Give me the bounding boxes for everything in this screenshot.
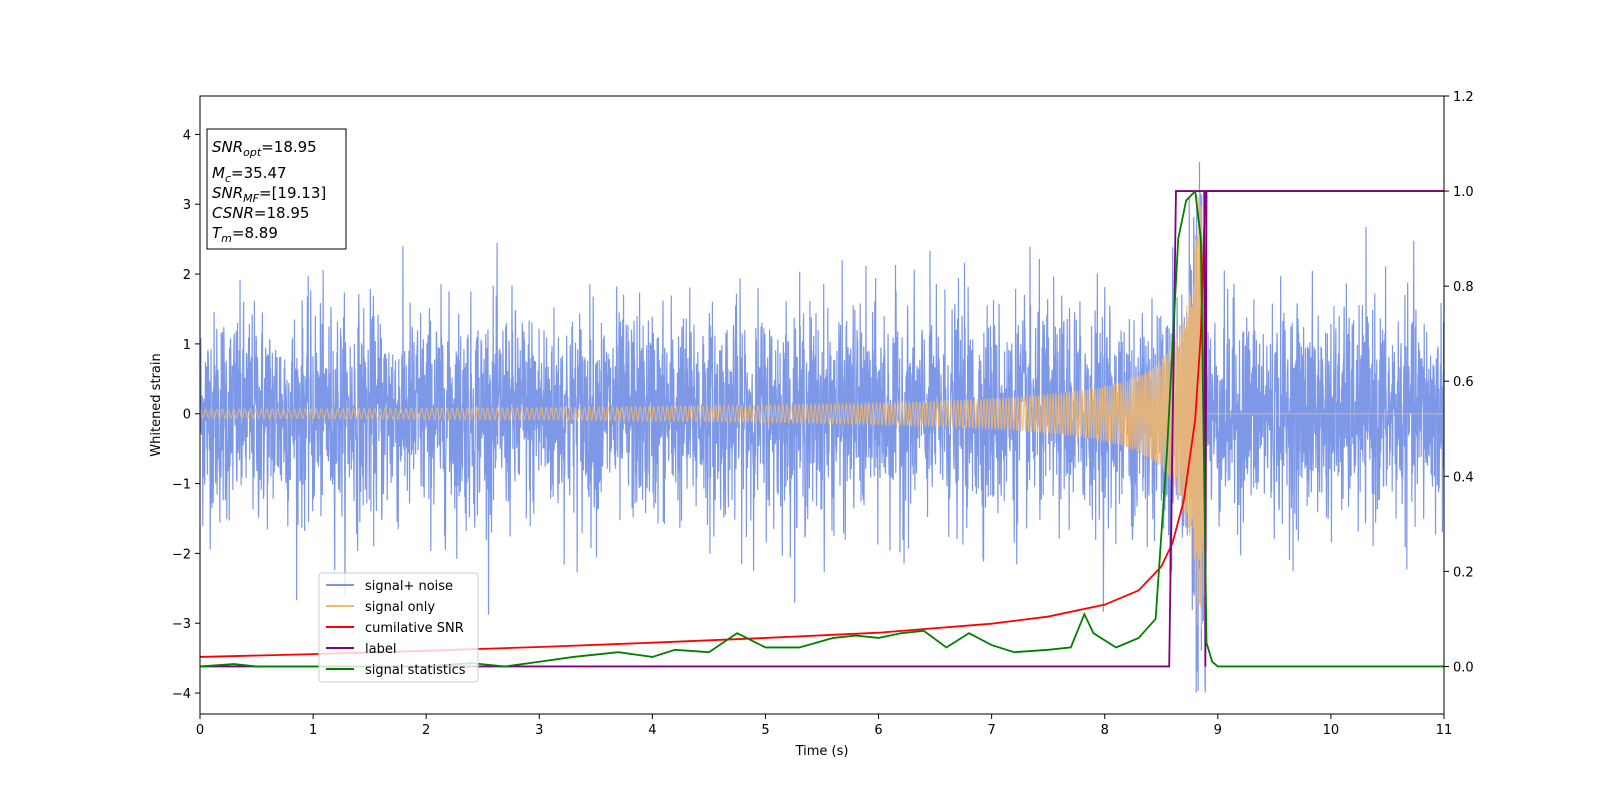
y2-tick-label: 0.6 — [1453, 375, 1474, 390]
y-tick-label: −2 — [172, 547, 191, 562]
y2-tick-label: 0.0 — [1453, 660, 1474, 675]
info-tm-value: =8.89 — [232, 224, 278, 242]
legend-label-signal-noise: signal+ noise — [365, 579, 453, 594]
x-axis-label: Time (s) — [795, 744, 849, 759]
series-cumilative-snr-line — [200, 190, 1444, 658]
series-label-line — [200, 190, 1444, 668]
y-tick-label: −3 — [172, 617, 191, 632]
y2-tick-label: 1.0 — [1453, 185, 1474, 200]
series-signal-statistics-line — [200, 189, 1444, 668]
x-tick-label: 7 — [987, 723, 995, 738]
info-snr-opt-symbol: SNR — [212, 138, 243, 156]
x-tick-label: 0 — [196, 723, 204, 738]
axes-frame — [199, 95, 1445, 715]
info-mc: Mc=35.47 — [212, 164, 287, 185]
legend-entry-cumilative-snr: cumilative SNR — [326, 621, 464, 636]
info-snr-mf-value: =[19.13] — [259, 184, 326, 202]
info-snr-mf-symbol: SNR — [212, 184, 243, 202]
x-tick-label: 1 — [309, 723, 317, 738]
x-tick-label: 6 — [874, 723, 882, 738]
info-snr-opt-sub: opt — [243, 146, 262, 159]
y2-tick-label: 1.2 — [1453, 90, 1474, 105]
x-tick-label: 3 — [535, 723, 543, 738]
x-tick-label: 4 — [648, 723, 656, 738]
x-tick-label: 9 — [1214, 723, 1222, 738]
series-signal-only-line — [200, 192, 1444, 630]
x-tick-label: 2 — [422, 723, 430, 738]
legend-label-label: label — [365, 642, 396, 657]
info-csnr-value: =18.95 — [254, 204, 310, 222]
y-tick-label: 2 — [183, 268, 191, 283]
x-tick-label: 11 — [1436, 723, 1453, 738]
info-csnr-symbol: CSNR — [212, 204, 254, 222]
y-tick-label: −1 — [172, 478, 191, 493]
x-tick-label: 8 — [1101, 723, 1109, 738]
legend-label-signal-statistics: signal statistics — [365, 663, 466, 678]
info-box: SNRopt=18.95 Mc=35.47 SNRMF=[19.13] CSNR… — [206, 128, 347, 250]
y2-tick-label: 0.8 — [1453, 280, 1474, 295]
info-snr-opt-value: =18.95 — [261, 138, 317, 156]
ticks-layer: 0 1 2 3 4 5 6 7 8 9 10 1143210−1−2−3−41.21.00.80.60… — [172, 90, 1474, 738]
legend-label-signal-only: signal only — [365, 600, 435, 615]
legend-frame — [318, 572, 479, 683]
info-tm-sub: m — [221, 232, 232, 245]
info-snr-mf-sub: MF — [243, 192, 259, 205]
y-tick-label: 3 — [183, 198, 191, 213]
x-tick-label: 5 — [761, 723, 769, 738]
plot-layer — [200, 162, 1444, 693]
y-tick-label: 0 — [183, 408, 191, 423]
y-tick-label: 1 — [183, 338, 191, 353]
series-signal-noise-line — [200, 162, 1444, 693]
y-tick-label: −4 — [172, 687, 191, 702]
y2-tick-label: 0.4 — [1453, 470, 1474, 485]
legend-entry-signal-only: signal only — [326, 600, 435, 615]
info-box-frame — [206, 128, 347, 250]
x-tick-label: 10 — [1323, 723, 1340, 738]
info-mc-value: =35.47 — [231, 164, 287, 182]
info-csnr: CSNR=18.95 — [212, 204, 309, 222]
info-mc-symbol: M — [212, 164, 225, 182]
y-tick-label: 4 — [183, 128, 191, 143]
legend-entry-label: label — [326, 642, 396, 657]
legend-entry-signal-noise: signal+ noise — [326, 579, 453, 594]
info-mc-sub: c — [225, 172, 231, 185]
legend-label-cumilative-snr: cumilative SNR — [365, 621, 464, 636]
y2-tick-label: 0.2 — [1453, 565, 1474, 580]
info-snr-opt: SNRopt=18.95 — [212, 138, 317, 159]
legend: signal+ noise signal only cumilative SNR… — [318, 572, 479, 683]
info-tm-symbol: T — [212, 224, 223, 242]
info-snr-mf: SNRMF=[19.13] — [212, 184, 326, 205]
info-tm: Tm=8.89 — [212, 224, 278, 245]
legend-entry-signal-statistics: signal statistics — [326, 663, 466, 678]
y-axis-label: Whitened strain — [149, 353, 164, 456]
